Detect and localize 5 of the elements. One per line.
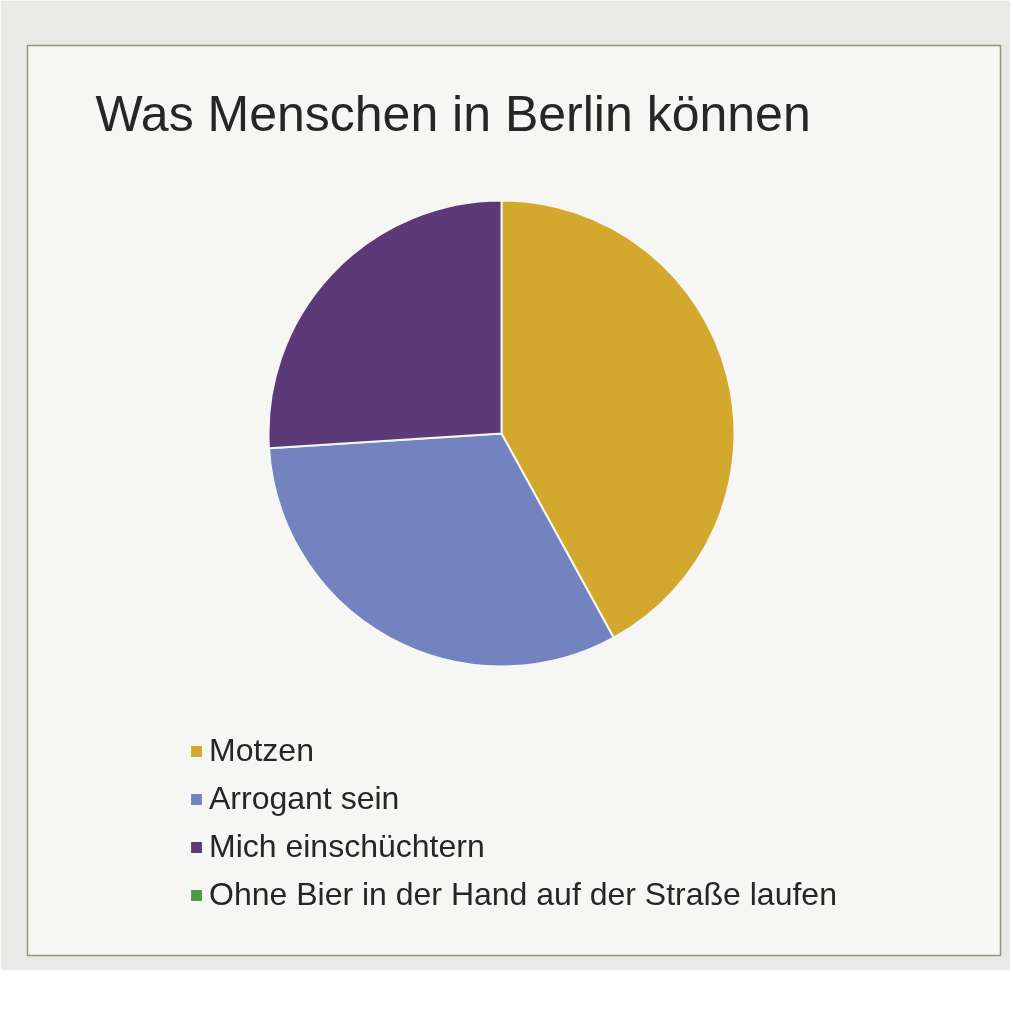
legend-label: Ohne Bier in der Hand auf der Straße laufen — [209, 876, 837, 913]
chart-title: Was Menschen in Berlin können — [95, 85, 811, 142]
legend-label: Motzen — [209, 732, 314, 769]
legend-label: Mich einschüchtern — [209, 828, 485, 865]
legend-label: Arrogant sein — [209, 780, 400, 817]
